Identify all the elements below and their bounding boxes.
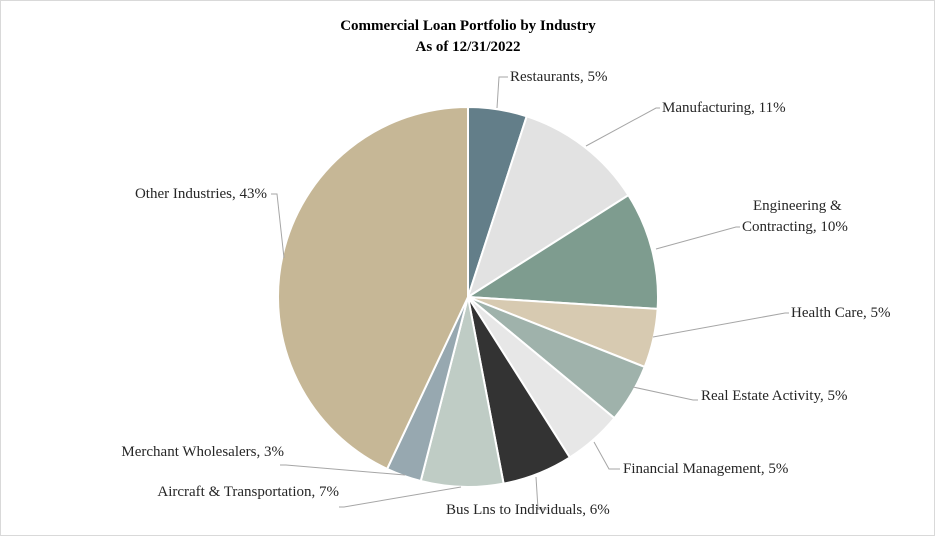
leader-line-health-care	[652, 312, 789, 338]
leader-line-restaurants	[496, 76, 508, 109]
leader-line-bus-lns-to-individuals	[535, 476, 547, 510]
leader-line-merchant-wholesalers	[280, 464, 406, 476]
leader-line-other-industries	[271, 193, 285, 259]
leader-line-manufacturing	[585, 107, 660, 147]
data-label-aircraft-and-transportation: Aircraft & Transportation, 7%	[157, 484, 339, 500]
data-label-financial-management: Financial Management, 5%	[623, 461, 788, 477]
chart-subtitle: As of 12/31/2022	[416, 39, 521, 55]
data-label-health-care: Health Care, 5%	[791, 305, 891, 321]
data-label-merchant-wholesalers: Merchant Wholesalers, 3%	[121, 444, 284, 460]
data-label-bus-lns-to-individuals: Bus Lns to Individuals, 6%	[446, 502, 610, 518]
pie-slice-engineering-and-contracting	[464, 193, 660, 310]
pie-slice-manufacturing	[466, 115, 630, 300]
data-label-engineering-and-contracting-line1: Engineering &	[753, 198, 842, 214]
leader-line-real-estate-activity	[632, 386, 698, 401]
leader-line-aircraft-and-transportation	[339, 486, 462, 508]
chart-title: Commercial Loan Portfolio by Industry	[340, 18, 596, 34]
data-label-real-estate-activity: Real Estate Activity, 5%	[701, 388, 848, 404]
pie-slice-other-industries	[277, 105, 469, 471]
pie-slices	[277, 105, 660, 488]
data-label-restaurants: Restaurants, 5%	[510, 69, 607, 85]
leader-lines	[271, 76, 789, 510]
data-label-other-industries: Other Industries, 43%	[135, 186, 267, 202]
slice-labels: Restaurants, 5% Manufacturing, 11% Enginee…	[121, 69, 890, 518]
leader-line-engineering-and-contracting	[655, 226, 740, 250]
leader-line-financial-management	[593, 441, 620, 470]
data-label-manufacturing: Manufacturing, 11%	[662, 100, 786, 116]
data-label-engineering-and-contracting-line2: Contracting, 10%	[742, 219, 848, 235]
